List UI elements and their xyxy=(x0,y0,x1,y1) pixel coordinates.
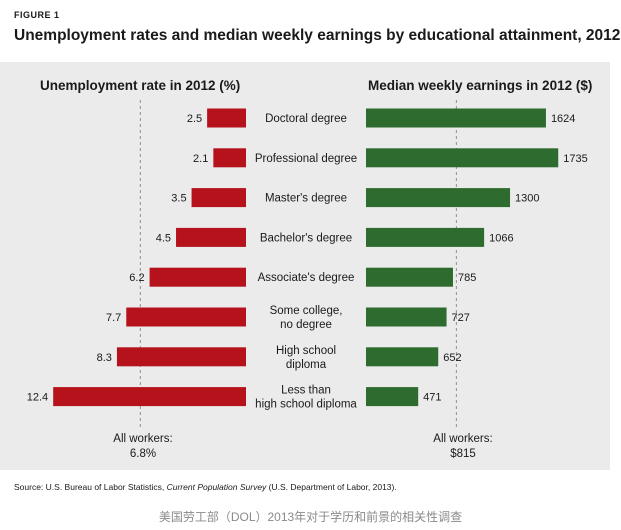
earnings-bar xyxy=(366,267,453,287)
all-workers-unemployment-value: 6.8% xyxy=(129,448,157,460)
unemployment-value-label: 2.5 xyxy=(187,113,202,125)
unemployment-bar xyxy=(149,267,246,287)
source-publication: Current Population Survey xyxy=(166,482,267,492)
earnings-value-label: 785 xyxy=(458,272,476,284)
unemployment-value-label: 3.5 xyxy=(171,193,186,205)
source-suffix: (U.S. Department of Labor, 2013). xyxy=(266,482,397,492)
earnings-value-label: 1066 xyxy=(489,232,513,244)
chart-title: Unemployment rates and median weekly ear… xyxy=(14,27,621,44)
unemployment-heading: Unemployment rate in 2012 (%) xyxy=(40,78,241,93)
all-workers-earnings: All workers: $815 xyxy=(418,432,508,462)
category-label: Master's degree xyxy=(265,193,347,205)
unemployment-bar xyxy=(53,387,247,407)
earnings-value-label: 1300 xyxy=(515,193,539,205)
unemployment-value-label: 12.4 xyxy=(27,392,48,404)
unemployment-value-label: 4.5 xyxy=(156,232,171,244)
category-label: Doctoral degree xyxy=(265,113,347,125)
earnings-bar xyxy=(366,188,511,208)
earnings-bar xyxy=(366,108,546,128)
earnings-heading: Median weekly earnings in 2012 ($) xyxy=(368,78,593,93)
unemployment-bar xyxy=(116,347,246,367)
source-prefix: Source: U.S. Bureau of Labor Statistics, xyxy=(14,482,167,492)
earnings-value-label: 727 xyxy=(452,312,470,324)
all-workers-earnings-value: $815 xyxy=(450,448,476,460)
earnings-bar xyxy=(366,148,559,168)
image-caption: 美国劳工部（DOL）2013年对于学历和前景的相关性调查 xyxy=(158,510,463,524)
unemployment-value-label: 7.7 xyxy=(106,312,121,324)
all-workers-unemployment: All workers: 6.8% xyxy=(98,432,188,462)
category-label: Associate's degree xyxy=(258,272,355,284)
category-label: no degree xyxy=(280,319,332,331)
unemployment-value-label: 6.2 xyxy=(129,272,144,284)
earnings-value-label: 1735 xyxy=(563,153,587,165)
category-label: High school xyxy=(276,345,336,357)
earnings-value-label: 652 xyxy=(443,352,461,364)
category-label: diploma xyxy=(286,359,327,371)
unemployment-bar xyxy=(126,307,246,327)
earnings-bar xyxy=(366,387,419,407)
category-label: Less than xyxy=(281,385,331,397)
category-label: Bachelor's degree xyxy=(260,232,352,244)
unemployment-value-label: 8.3 xyxy=(97,352,112,364)
unemployment-bar xyxy=(213,148,246,168)
unemployment-bar xyxy=(191,188,246,208)
unemployment-bar xyxy=(176,227,246,247)
earnings-value-label: 1624 xyxy=(551,113,575,125)
unemployment-value-label: 2.1 xyxy=(193,153,208,165)
earnings-bar xyxy=(366,347,439,367)
category-label: high school diploma xyxy=(255,399,357,411)
all-workers-earnings-label: All workers: xyxy=(433,433,493,445)
all-workers-unemployment-label: All workers: xyxy=(113,433,173,445)
figure-label: FIGURE 1 xyxy=(14,10,60,20)
earnings-value-label: 471 xyxy=(423,392,441,404)
source-note: Source: U.S. Bureau of Labor Statistics,… xyxy=(14,482,397,492)
unemployment-bar xyxy=(207,108,246,128)
category-label: Professional degree xyxy=(255,153,357,165)
earnings-bar xyxy=(366,227,485,247)
earnings-bar xyxy=(366,307,447,327)
category-label: Some college, xyxy=(270,305,343,317)
